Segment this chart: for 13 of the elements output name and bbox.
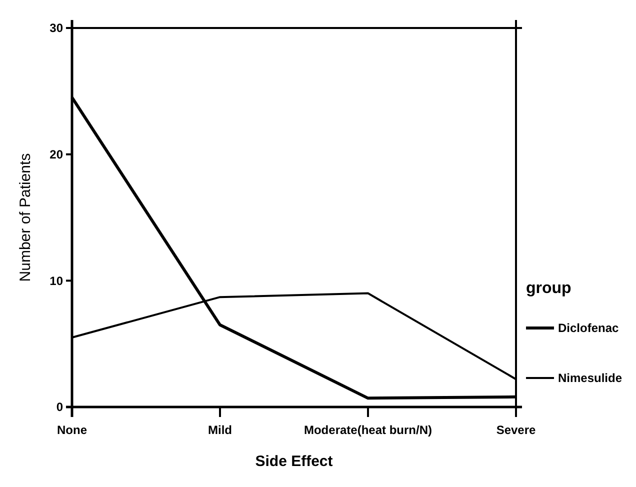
x-axis-title: Side Effect [255, 453, 333, 470]
x-tick-label: Mild [208, 423, 232, 437]
legend-title: group [526, 280, 572, 297]
y-tick-label: 30 [50, 21, 64, 36]
x-tick-label: None [57, 423, 88, 437]
legend-label: Nimesulide [558, 371, 622, 386]
y-tick-label: 20 [50, 148, 64, 162]
y-tick-label: 10 [50, 274, 64, 288]
x-tick-label: Severe [496, 423, 536, 437]
x-tick-label: Moderate(heat burn/N) [304, 423, 432, 437]
y-tick-label: 0 [56, 400, 64, 414]
legend-label: Diclofenac [558, 321, 620, 336]
y-axis-title: Number of Patients [17, 153, 34, 282]
